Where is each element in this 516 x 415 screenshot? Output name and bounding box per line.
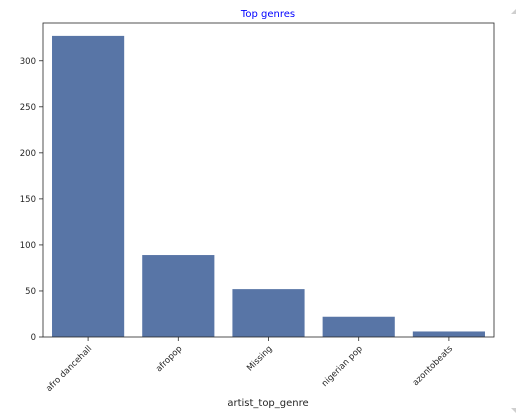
y-tick-label: 150 — [20, 195, 36, 205]
chart-title: Top genres — [240, 9, 295, 20]
x-axis-title: artist_top_genre — [227, 398, 308, 409]
scroll-down-arrow-icon[interactable] — [511, 408, 516, 413]
x-tick-label: afropop — [154, 344, 184, 374]
bars-layer — [52, 35, 485, 338]
x-tick-label: nigerian pop — [320, 344, 365, 389]
y-tick-label: 250 — [20, 103, 36, 113]
bar-afropop — [142, 255, 215, 337]
bar-azontobeats — [412, 331, 485, 337]
y-tick-label: 50 — [25, 287, 36, 297]
x-tick-label: Missing — [245, 344, 274, 373]
y-tick-label: 200 — [20, 149, 36, 159]
y-tick-label: 300 — [20, 57, 36, 67]
y-tick-label: 0 — [31, 333, 36, 343]
scroll-up-arrow-icon[interactable] — [511, 9, 516, 14]
x-tick-label: afro dancehall — [44, 344, 94, 394]
y-tick-label: 100 — [20, 241, 36, 251]
x-tick-label: azontobeats — [411, 344, 456, 389]
bar-nigerian-pop — [322, 316, 395, 337]
bar-missing — [232, 289, 305, 337]
bar-afro-dancehall — [52, 35, 125, 338]
